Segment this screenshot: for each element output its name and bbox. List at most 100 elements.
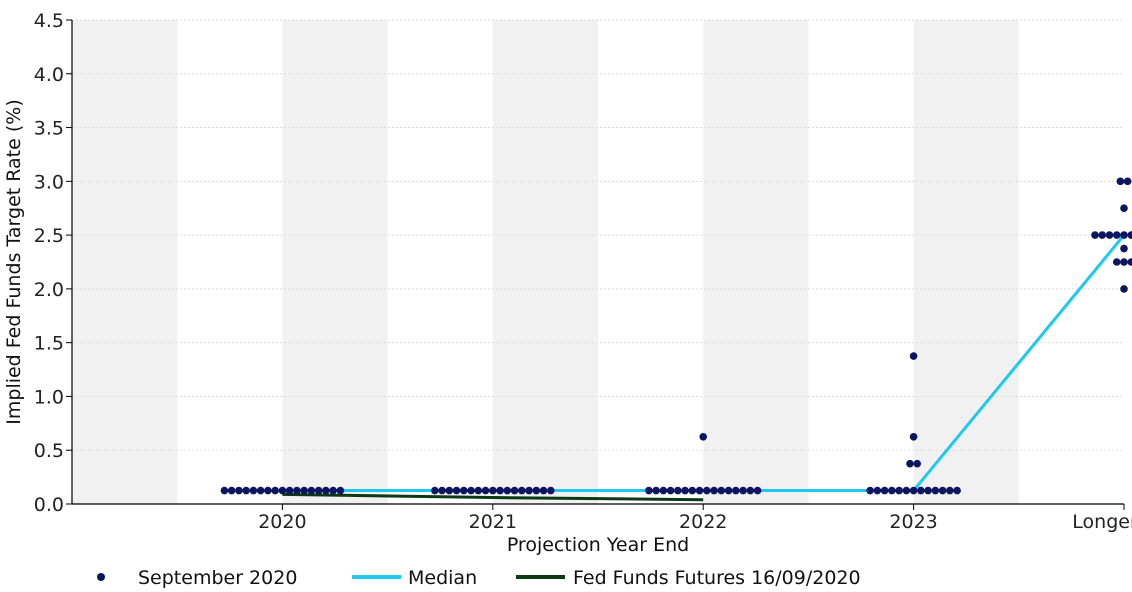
dot-point	[481, 486, 490, 495]
dot-point	[1112, 258, 1121, 266]
legend-median-label: Median	[408, 567, 477, 589]
x-tick-label: 2022	[679, 511, 727, 533]
dot-point	[249, 486, 258, 495]
dot-point	[431, 486, 439, 495]
band-shade	[72, 20, 178, 504]
dot-point	[496, 486, 504, 495]
legend-dots-swatch	[97, 573, 105, 581]
dot-point	[895, 486, 903, 495]
dot-point	[717, 486, 726, 495]
dot-point	[917, 486, 925, 495]
y-axis-title: Implied Fed Funds Target Rate (%)	[3, 99, 25, 424]
dot-point	[953, 486, 961, 495]
y-tick-label: 2.5	[34, 225, 64, 247]
dot-point	[452, 486, 461, 495]
futures-line-group	[282, 492, 704, 502]
dot-point	[909, 432, 918, 441]
dot-points-group	[220, 177, 1132, 495]
x-axis-ticks: 2020 2021 2022 2023 Longer run	[258, 504, 1132, 533]
dot-point	[467, 486, 475, 495]
dot-point	[645, 486, 653, 495]
dot-point	[873, 486, 882, 495]
y-tick-label: 1.5	[34, 333, 64, 355]
dot-point	[242, 486, 250, 495]
dot-point	[278, 486, 287, 495]
dot-point	[227, 486, 236, 495]
dot-point	[460, 486, 468, 495]
dot-point	[336, 486, 345, 495]
dot-point	[489, 486, 497, 495]
dot-point	[909, 352, 918, 360]
legend-dots-label: September 2020	[138, 567, 297, 589]
x-tick-label: 2021	[469, 511, 517, 533]
dot-point	[1105, 231, 1114, 239]
futures-line	[282, 492, 704, 502]
dot-point	[220, 486, 229, 495]
dot-point	[264, 486, 272, 495]
x-tick-label: 2023	[889, 511, 937, 533]
dot-point	[938, 486, 947, 495]
band-shade	[492, 20, 598, 504]
dot-point	[1123, 177, 1132, 186]
dot-point	[525, 486, 533, 495]
dot-point	[503, 486, 512, 495]
dot-point	[539, 486, 548, 495]
dot-point	[307, 486, 316, 495]
dot-point	[880, 486, 889, 495]
dot-point	[438, 486, 446, 495]
dot-point	[753, 486, 762, 495]
y-tick-label: 0.0	[34, 494, 64, 516]
band-shade	[703, 20, 809, 504]
dot-point	[666, 486, 675, 495]
x-axis-title: Projection Year End	[507, 534, 689, 556]
dot-point	[681, 486, 689, 495]
y-tick-label: 3.5	[34, 118, 64, 140]
dot-point	[1091, 231, 1099, 239]
dot-point	[902, 486, 911, 495]
dot-point	[1120, 258, 1128, 266]
dot-point	[1120, 244, 1128, 253]
dot-point	[710, 486, 718, 495]
dot-point	[285, 486, 294, 495]
dot-point	[547, 486, 555, 495]
dot-point	[329, 486, 337, 495]
dot-point	[688, 486, 697, 495]
dot-point	[271, 486, 279, 495]
dot-point	[746, 486, 755, 495]
dot-point	[695, 486, 704, 495]
y-tick-label: 1.0	[34, 386, 64, 408]
dot-point	[703, 486, 711, 495]
dot-point	[652, 486, 660, 495]
dot-point	[256, 486, 265, 495]
y-tick-label: 0.5	[34, 440, 64, 462]
dot-point	[510, 486, 519, 495]
band-shade	[913, 20, 1019, 504]
category-bands	[72, 20, 1019, 504]
dot-point	[866, 486, 874, 495]
legend-futures-label: Fed Funds Futures 16/09/2020	[573, 567, 861, 589]
dot-point	[674, 486, 682, 495]
dot-point	[924, 486, 932, 495]
dot-point	[1120, 204, 1128, 213]
dot-point	[909, 486, 918, 495]
band-shade	[282, 20, 388, 504]
dot-point	[1098, 231, 1107, 239]
dot-point	[1120, 231, 1128, 239]
dot-point	[732, 486, 740, 495]
dot-point	[1127, 258, 1132, 266]
y-tick-label: 4.0	[34, 64, 64, 86]
dot-point	[699, 432, 707, 441]
dot-point	[518, 486, 526, 495]
legend: September 2020 Median Fed Funds Futures …	[97, 567, 861, 589]
dot-point	[1127, 231, 1132, 239]
dot-point	[293, 486, 301, 495]
axes-group	[71, 20, 1124, 505]
dot-point	[474, 486, 483, 495]
dot-point	[235, 486, 243, 495]
dot-point	[322, 486, 330, 495]
y-axis-ticks: 0.0 0.5 1.0 1.5 2.0 2.5 3.0 3.5 4.0 4.5	[34, 10, 72, 516]
dot-point	[739, 486, 747, 495]
dot-point	[314, 486, 323, 495]
dot-point	[1116, 177, 1125, 186]
